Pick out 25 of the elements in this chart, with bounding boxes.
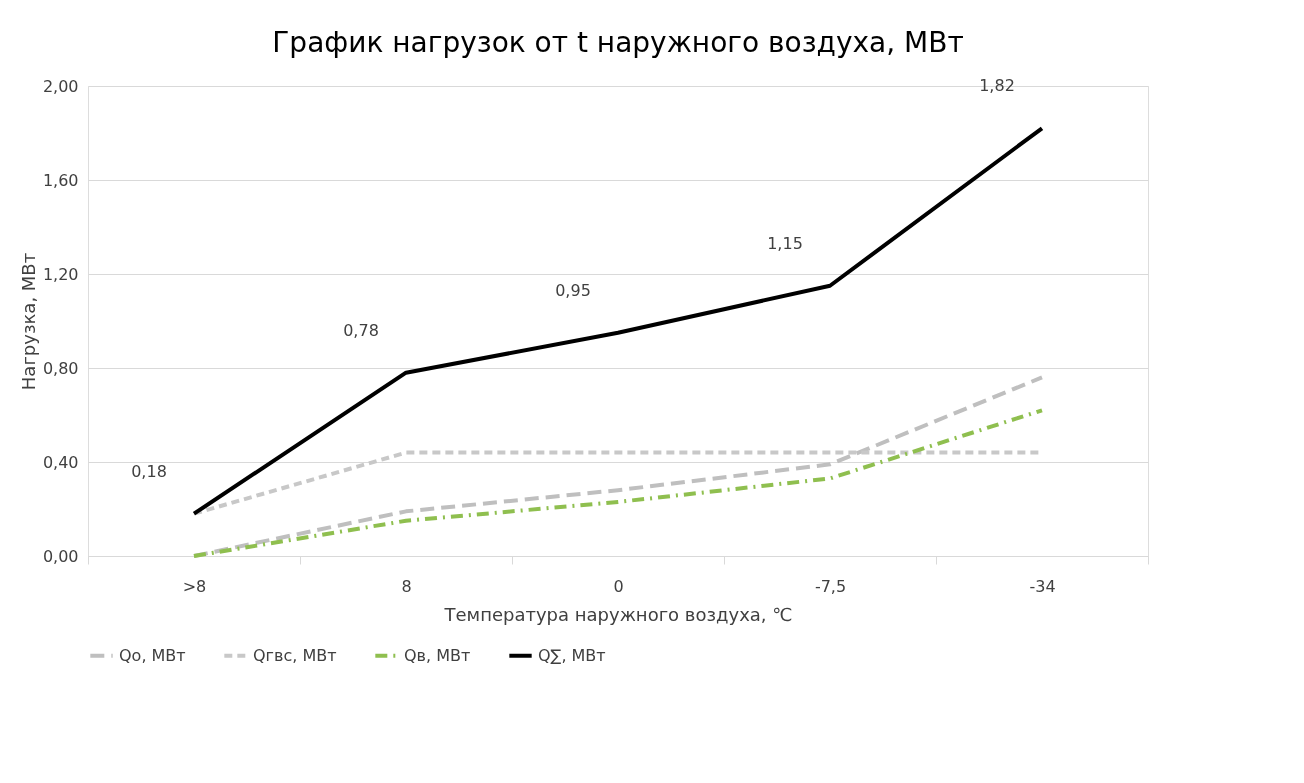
data-label: 0,18: [131, 461, 167, 481]
legend-label: Q∑, МВт: [538, 645, 606, 665]
y-tick-label: 2,00: [42, 76, 79, 96]
data-label: 0,95: [555, 280, 591, 300]
y-axis-title: Нагрузка, МВт: [17, 252, 39, 391]
y-tick-label: 0,40: [42, 452, 79, 472]
y-tick-label: 0,80: [42, 358, 79, 378]
x-tick-label: >8: [182, 576, 207, 596]
chart-title: График нагрузок от t наружного воздуха, МВт: [272, 26, 964, 59]
y-tick-label: 1,60: [42, 170, 79, 190]
line-series: [192, 126, 1044, 516]
y-tick-label: 0,00: [42, 546, 79, 566]
x-tick-label: -7,5: [814, 576, 847, 596]
data-label: 1,82: [979, 76, 1015, 96]
x-tick-label: 8: [401, 576, 412, 596]
legend-label: Qв, МВт: [404, 645, 471, 665]
data-label: 1,15: [767, 233, 803, 253]
x-tick-label: -34: [1029, 576, 1056, 596]
x-tick-label: 0: [613, 576, 624, 596]
y-tick-label: 1,20: [42, 264, 79, 284]
line-series: [192, 408, 1044, 558]
x-axis-title: Температура наружного воздуха, ℃: [443, 603, 793, 625]
data-label: 0,78: [343, 320, 379, 340]
legend-label: Qгвс, МВт: [253, 645, 337, 665]
legend-label: Qo, МВт: [119, 645, 186, 665]
